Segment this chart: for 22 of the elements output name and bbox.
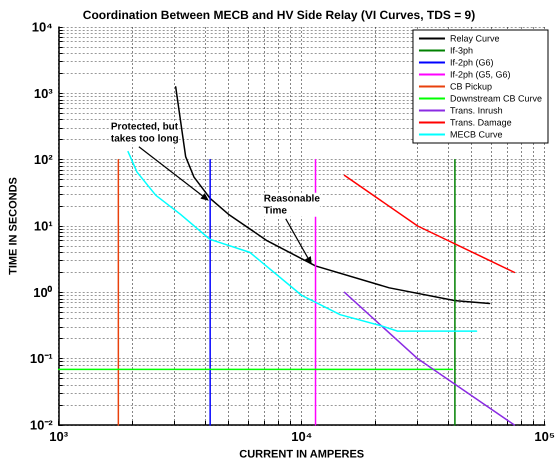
y-tick-label: 10¹: [34, 218, 53, 234]
y-axis-title: TIME IN SECONDS: [8, 177, 20, 275]
legend-label: Downstream CB Curve: [450, 94, 542, 104]
y-tick-label: 10⁴: [32, 20, 53, 34]
x-tick-label: 10⁴: [291, 429, 312, 444]
annotation: Reasonable Time: [264, 193, 320, 216]
legend-label: Trans. Inrush: [450, 106, 503, 116]
legend-label: If-2ph (G6): [450, 58, 494, 68]
legend-label: Trans. Damage: [450, 118, 512, 128]
y-tick-label: 10³: [34, 86, 54, 101]
legend-label: CB Pickup: [450, 82, 492, 92]
y-tick-label: 10⁻¹: [30, 351, 53, 366]
y-tick-label: 10⁰: [33, 284, 53, 300]
legend-label: If-3ph: [450, 46, 473, 56]
legend-label: Relay Curve: [450, 34, 500, 44]
legend-label: MECB Curve: [450, 130, 502, 140]
chart-title: Coordination Between MECB and HV Side Relay (VI Curves, TDS = 9): [82, 8, 476, 22]
legend-label: If-2ph (G5, G6): [450, 70, 511, 80]
annotation: Protected, but takes too long: [110, 121, 179, 144]
x-tick-label: 10⁵: [534, 429, 556, 444]
x-axis-title: CURRENT IN AMPERES: [239, 448, 364, 460]
y-tick-label: 10²: [34, 152, 54, 168]
